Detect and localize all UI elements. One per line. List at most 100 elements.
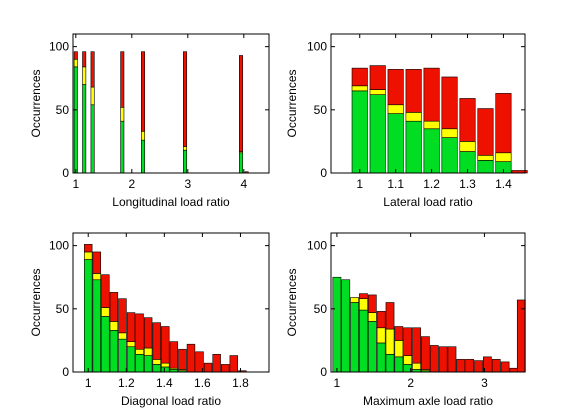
bar-segment-yellow <box>477 155 494 161</box>
x-axis-label: Maximum axle load ratio <box>363 394 493 408</box>
bar-segment-green <box>90 104 95 174</box>
subplot-max-axle: 1 2 3 0 50 100 Maximum axle load ratio Occurr… <box>285 232 526 408</box>
bar-segment-red <box>118 298 127 334</box>
x-axis-label: Lateral load ratio <box>383 195 473 209</box>
bar-segment-red <box>491 359 501 373</box>
bar-segment-red <box>459 98 476 142</box>
bar-segment-red <box>441 76 458 130</box>
bar-segment-red <box>385 302 395 330</box>
bar-segment-green <box>82 84 87 174</box>
bar-segment-green <box>376 342 386 373</box>
bar-segment-red <box>495 93 512 154</box>
y-tick-label: 100 <box>49 40 69 54</box>
x-tick-label: 2 <box>407 376 414 390</box>
bar-segment-yellow <box>101 307 110 317</box>
bar-segment-yellow <box>359 298 368 311</box>
bar-segment-red <box>161 326 170 364</box>
x-tick-label: 1 <box>334 376 341 390</box>
bars-max-axle <box>332 276 526 373</box>
bar-segment-red <box>456 359 466 373</box>
x-tick-label: 4 <box>240 177 247 191</box>
ticks-diagonal: 1 1.2 1.4 1.6 1.8 0 50 100 <box>49 233 269 390</box>
bar-segment-green <box>109 329 119 373</box>
bar-segment-yellow <box>183 146 187 151</box>
bar-segment-green <box>239 152 243 174</box>
y-axis-label: Occurrences <box>29 268 43 336</box>
axes-frame <box>72 33 270 174</box>
bar-segment-red <box>73 51 78 60</box>
bar-segment-red <box>178 348 187 370</box>
bar-segment-green <box>152 364 161 373</box>
bar-segment-red <box>82 51 87 68</box>
x-tick-label: 1 <box>356 177 363 191</box>
bar-segment-green <box>141 139 145 174</box>
bar-segment-red <box>141 51 145 132</box>
x-tick-label: 1 <box>72 177 79 191</box>
subplot-lateral: 1 1.1 1.2 1.3 1.4 0 50 100 Lateral load ratio O… <box>285 33 528 209</box>
bars-lateral <box>351 65 528 174</box>
bar-segment-red <box>221 364 230 373</box>
x-tick-label: 1.3 <box>459 177 476 191</box>
y-tick-label: 0 <box>62 166 69 180</box>
bar-segment-yellow <box>405 112 422 122</box>
bar-segment-yellow <box>412 362 421 370</box>
x-tick-label: 1.2 <box>118 376 135 390</box>
bar-segment-red <box>120 51 125 108</box>
bar-segment-yellow <box>84 251 93 260</box>
bar-segment-green <box>332 276 342 373</box>
bar-segment-green <box>183 149 187 174</box>
subplot-longitudinal: 1 2 3 4 0 50 100 Longitudinal load ratio Occur… <box>29 33 270 209</box>
bar-segment-red <box>143 317 153 349</box>
bar-segment-yellow <box>369 89 386 95</box>
bar-segment-green <box>161 366 170 373</box>
y-axis-label: Occurrences <box>285 69 299 137</box>
bar-segment-yellow <box>367 312 377 322</box>
bar-segment-green <box>118 338 127 373</box>
bar-segment-yellow <box>495 152 512 162</box>
bar-segment-red <box>369 65 386 90</box>
bar-segment-red <box>421 336 430 370</box>
bar-segment-red <box>183 51 187 147</box>
bar-segment-red <box>212 354 221 373</box>
ticks-longitudinal: 1 2 3 4 0 50 100 <box>49 34 269 191</box>
bar-segment-red <box>412 327 421 364</box>
bar-segment-yellow <box>161 362 170 368</box>
bar-segment-yellow <box>376 327 386 344</box>
bar-segment-red <box>477 108 494 156</box>
bar-segment-green <box>350 302 359 373</box>
x-tick-label: 1.8 <box>232 376 249 390</box>
bar-segment-green <box>351 90 368 174</box>
x-tick-label: 2 <box>128 177 135 191</box>
bar-segment-red <box>500 361 510 373</box>
bar-segment-red <box>465 359 475 373</box>
bar-segment-yellow <box>385 328 395 355</box>
bar-segment-green <box>394 356 404 373</box>
bar-segment-red <box>403 327 413 356</box>
bar-segment-green <box>367 321 377 373</box>
axes-frame <box>72 232 270 373</box>
ticks-max-axle: 1 2 3 0 50 100 <box>307 233 525 390</box>
bar-segment-yellow <box>109 321 119 331</box>
bar-segment-yellow <box>459 141 476 152</box>
bar-segment-red <box>405 69 422 113</box>
axes-frame <box>330 33 526 174</box>
bar-segment-red <box>84 244 93 253</box>
bar-segment-red <box>135 313 144 350</box>
bar-segment-yellow <box>152 359 161 365</box>
bar-segment-green <box>387 113 404 174</box>
x-tick-label: 1.4 <box>156 376 173 390</box>
bar-segment-green <box>92 279 101 373</box>
bar-segment-red <box>92 251 101 274</box>
bar-segment-red <box>203 362 213 373</box>
bar-segment-yellow <box>92 273 101 281</box>
bar-segment-yellow <box>403 355 413 365</box>
bar-segment-red <box>509 367 519 373</box>
bar-segment-green <box>73 66 78 174</box>
bar-segment-green <box>385 354 395 373</box>
x-tick-label: 3 <box>481 376 488 390</box>
bar-segment-red <box>438 346 448 373</box>
y-axis-label: Occurrences <box>285 268 299 336</box>
ticks-lateral: 1 1.1 1.2 1.3 1.4 0 50 100 <box>307 34 525 191</box>
